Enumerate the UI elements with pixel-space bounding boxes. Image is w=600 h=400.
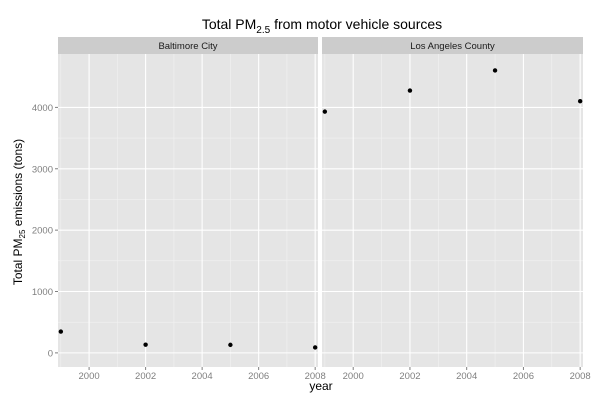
panel-background <box>322 54 583 367</box>
data-point <box>407 88 413 93</box>
facet-strip-label: Los Angeles County <box>410 41 495 52</box>
chart-title-main: Total PM <box>202 16 256 32</box>
y-tick-label: 0 <box>48 348 53 359</box>
data-point <box>322 109 328 114</box>
y-axis-title-main: Total PM <box>11 238 25 285</box>
x-tick-label: 2006 <box>513 371 534 382</box>
y-tick-label: 1000 <box>32 287 53 298</box>
facet-panels: 0 1000 2000 3000 4000 Baltimore City 2000 2002 2… <box>32 37 591 382</box>
y-tick-label: 4000 <box>32 103 53 114</box>
chart-title: Total PM2.5 from motor vehicle sources <box>202 16 442 36</box>
facet-strip <box>58 37 318 54</box>
data-point <box>312 345 318 350</box>
x-tick-label: 2002 <box>399 371 420 382</box>
x-tick-label: 2002 <box>135 371 156 382</box>
y-axis-title: Total PM25 emissions (tons) <box>11 139 27 285</box>
y-tick-label: 3000 <box>32 164 53 175</box>
chart-title-rest: from motor vehicle sources <box>270 16 442 32</box>
data-point <box>228 342 233 348</box>
data-point <box>58 329 64 334</box>
x-tick-label: 2004 <box>192 371 213 382</box>
x-tick-label: 2000 <box>79 371 100 382</box>
data-point <box>143 342 148 347</box>
chart-title-subscript: 2.5 <box>256 25 270 36</box>
y-axis-title-subscript: 25 <box>18 229 27 238</box>
x-axis-title: year <box>309 379 332 393</box>
x-tick-label: 2000 <box>343 371 364 382</box>
y-tick-label: 2000 <box>32 226 53 237</box>
data-point <box>492 68 498 73</box>
x-tick-label: 2008 <box>570 371 591 382</box>
facet-strip <box>322 37 583 54</box>
facet-strip-label: Baltimore City <box>158 41 217 52</box>
x-tick-label: 2004 <box>456 371 477 382</box>
x-tick-label: 2006 <box>248 371 269 382</box>
x-tick-label: 2008 <box>305 371 326 382</box>
panel-background <box>58 54 318 367</box>
data-point <box>577 98 583 104</box>
y-axis-title-rest: emissions (tons) <box>11 139 25 230</box>
